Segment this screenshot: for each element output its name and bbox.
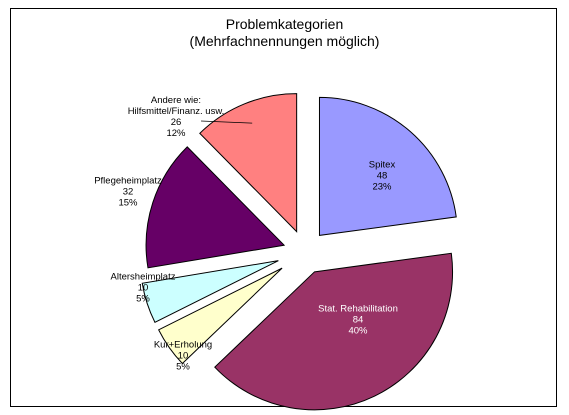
pie-slice xyxy=(158,267,283,365)
category-label: Kur+Erholung xyxy=(153,339,213,351)
chart-subtitle: (Mehrfachnennungen möglich) xyxy=(189,33,380,49)
slice-label: Andere wie: Hilfsmittel/Finanz. usw. 26 12… xyxy=(128,95,225,139)
pie-slice xyxy=(214,252,454,411)
percent-label: 5% xyxy=(176,361,190,373)
category-label: Altersheimplatz xyxy=(110,271,176,283)
percent-label: 40% xyxy=(348,325,368,337)
category-label: Spitex xyxy=(368,159,396,171)
slice-label: Altersheimplatz 10 5% xyxy=(111,272,176,305)
value-label: 84 xyxy=(352,314,364,326)
category-label: Stat. Rehabilitation xyxy=(318,303,398,315)
leader-line xyxy=(200,120,253,124)
pie-slice xyxy=(145,146,286,269)
percent-label: 12% xyxy=(166,128,186,139)
value-label: 26 xyxy=(170,117,182,128)
value-label: 48 xyxy=(376,170,388,182)
value-label: 32 xyxy=(122,186,134,198)
pie-slice xyxy=(141,260,279,324)
chart-title: Problemkategorien xyxy=(225,16,344,32)
value-label: 10 xyxy=(137,282,149,294)
slice-label: Stat. Rehabilitation 84 40% xyxy=(318,304,398,337)
slice-label: Kur+Erholung 10 5% xyxy=(154,340,212,373)
pie-slice xyxy=(199,93,298,233)
category-label: Andere wie: Hilfsmittel/Finanz. usw. xyxy=(127,95,225,117)
value-label: 10 xyxy=(177,350,189,362)
percent-label: 15% xyxy=(118,197,138,209)
slice-label: Spitex 48 23% xyxy=(369,160,395,193)
pie-slice xyxy=(318,96,457,237)
slice-label: Pflegeheimplatz 32 15% xyxy=(94,176,162,209)
category-label: Pflegeheimplatz xyxy=(94,175,162,187)
percent-label: 5% xyxy=(136,293,150,305)
percent-label: 23% xyxy=(372,181,392,193)
